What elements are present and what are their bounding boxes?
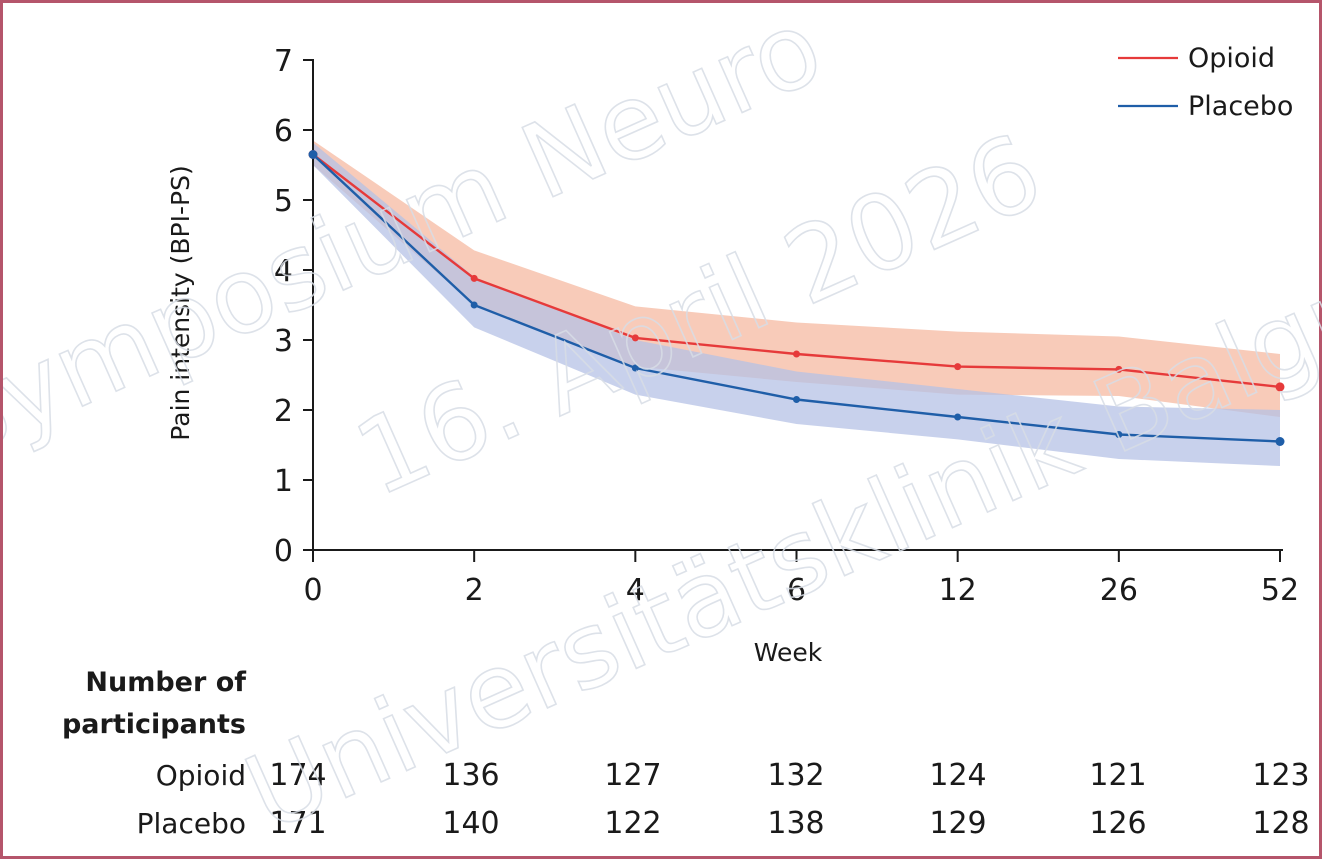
x-tick-label: 0 (303, 573, 322, 608)
participants-row-label-opioid: Opioid (156, 759, 246, 792)
y-tick-label: 5 (274, 184, 293, 219)
y-tick-label: 7 (274, 44, 293, 79)
x-tick-label: 26 (1100, 573, 1138, 608)
series-points (308, 150, 1285, 446)
participants-value-placebo-5: 126 (1089, 806, 1146, 841)
participants-value-opioid-5: 121 (1089, 758, 1146, 793)
participants-value-opioid-0: 174 (269, 758, 326, 793)
participants-value-placebo-6: 128 (1252, 806, 1309, 841)
x-axis-label: Week (754, 638, 823, 667)
x-ticks: 0 2 4 6 12 26 52 (303, 550, 1299, 608)
x-tick-label: 2 (465, 573, 484, 608)
participants-value-opioid-4: 124 (929, 758, 986, 793)
participants-value-placebo-0: 171 (269, 806, 326, 841)
legend-label-placebo: Placebo (1188, 91, 1293, 122)
participants-value-opioid-6: 123 (1252, 758, 1309, 793)
participants-title-line1: Number of (85, 667, 246, 698)
point-opioid-2 (631, 334, 639, 342)
point-placebo-3 (793, 396, 800, 403)
participants-value-opioid-1: 136 (442, 758, 499, 793)
point-opioid-3 (793, 350, 800, 358)
x-tick-label: 6 (787, 573, 806, 608)
participants-value-placebo-4: 129 (929, 806, 986, 841)
x-tick-label: 12 (939, 573, 977, 608)
x-tick-label: 4 (626, 573, 645, 608)
point-opioid-4 (954, 363, 962, 371)
ci-band-opioid (313, 140, 1280, 417)
y-tick-label: 6 (274, 114, 293, 149)
y-tick-label: 4 (274, 254, 293, 289)
participants-row-label-placebo: Placebo (137, 807, 246, 840)
y-ticks: 0 1 2 3 4 5 6 7 (274, 44, 313, 569)
participants-value-placebo-3: 138 (767, 806, 824, 841)
participants-value-opioid-3: 132 (767, 758, 824, 793)
y-axis-label: Pain intensity (BPI-PS) (166, 165, 195, 440)
point-opioid-5 (1115, 365, 1123, 373)
legend: Opioid Placebo (1118, 43, 1293, 122)
point-placebo-5 (1115, 431, 1123, 438)
y-tick-label: 3 (274, 324, 293, 359)
participants-values: 174 136 127 132 124 121 123 171 140 122 138 129 126 1… (269, 758, 1309, 841)
point-placebo-4 (954, 413, 962, 421)
point-placebo-6 (1275, 437, 1285, 446)
participants-value-placebo-1: 140 (442, 806, 499, 841)
participants-value-placebo-2: 122 (604, 806, 661, 841)
y-tick-label: 0 (274, 534, 293, 569)
y-tick-label: 1 (274, 464, 293, 499)
point-placebo-0 (308, 150, 318, 159)
point-placebo-1 (470, 301, 478, 309)
participants-title-line2: participants (62, 709, 246, 740)
point-opioid-1 (470, 274, 478, 282)
point-placebo-2 (631, 364, 639, 372)
participants-value-opioid-2: 127 (604, 758, 661, 793)
participants-table: Number of participants Opioid Placebo 17… (62, 667, 1310, 841)
x-tick-label: 52 (1261, 573, 1299, 608)
y-tick-label: 2 (274, 394, 293, 429)
legend-label-opioid: Opioid (1188, 43, 1275, 74)
point-opioid-6 (1275, 382, 1285, 392)
